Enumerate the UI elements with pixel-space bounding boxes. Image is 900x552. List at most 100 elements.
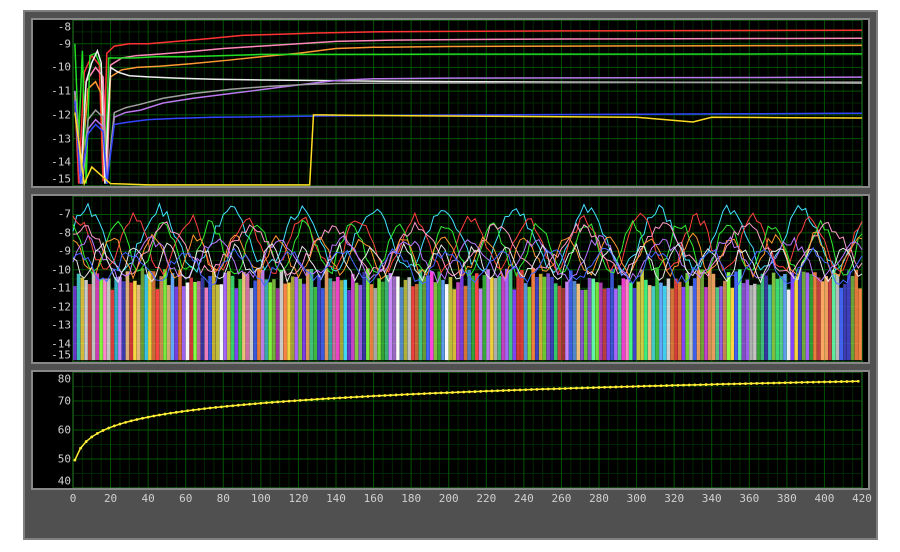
chart-top: -15-14-13-12-11-10-9-8 bbox=[31, 18, 870, 188]
series-accuracy-marker bbox=[710, 383, 713, 386]
bar bbox=[734, 271, 738, 360]
bar bbox=[129, 283, 133, 361]
series-accuracy-marker bbox=[812, 381, 815, 384]
bar bbox=[374, 288, 378, 360]
bar bbox=[667, 279, 671, 361]
bar bbox=[588, 278, 592, 360]
chart-bottom-svg bbox=[33, 372, 868, 488]
bar bbox=[212, 269, 216, 360]
series-accuracy-marker bbox=[755, 382, 758, 385]
bar bbox=[118, 277, 122, 361]
bar bbox=[483, 275, 487, 360]
bar bbox=[513, 289, 517, 360]
bar bbox=[539, 274, 543, 360]
bar bbox=[246, 274, 250, 360]
series-accuracy-marker bbox=[181, 410, 184, 413]
bar bbox=[618, 285, 622, 360]
bar bbox=[704, 287, 708, 360]
bar bbox=[809, 274, 813, 360]
x-tick-label: 20 bbox=[104, 492, 117, 505]
bar bbox=[340, 280, 344, 360]
chart-middle-svg bbox=[33, 196, 868, 362]
x-tick-label: 380 bbox=[777, 492, 797, 505]
bar bbox=[753, 284, 757, 360]
series-accuracy-marker bbox=[654, 384, 657, 387]
bar bbox=[287, 283, 291, 361]
bar bbox=[723, 281, 727, 360]
page: -15-14-13-12-11-10-9-8 -15-14-13-12-11-1… bbox=[0, 0, 900, 552]
series-accuracy-marker bbox=[440, 392, 443, 395]
series-accuracy-marker bbox=[660, 384, 663, 387]
bar bbox=[178, 270, 182, 360]
bar bbox=[359, 285, 363, 360]
bar bbox=[839, 288, 843, 360]
x-tick-label: 260 bbox=[551, 492, 571, 505]
series-accuracy-marker bbox=[846, 380, 849, 383]
series-accuracy-marker bbox=[429, 392, 432, 395]
bar bbox=[313, 287, 317, 360]
series-accuracy-marker bbox=[553, 387, 556, 390]
series-accuracy-marker bbox=[197, 408, 200, 411]
series-accuracy-marker bbox=[372, 395, 375, 398]
series-accuracy-marker bbox=[558, 387, 561, 390]
bar bbox=[731, 288, 735, 360]
bar bbox=[719, 286, 723, 360]
series-accuracy-marker bbox=[620, 385, 623, 388]
series-accuracy-marker bbox=[643, 385, 646, 388]
series-accuracy-marker bbox=[795, 381, 798, 384]
bar bbox=[370, 284, 374, 360]
x-tick-label: 200 bbox=[439, 492, 459, 505]
series-accuracy-marker bbox=[175, 411, 178, 414]
bar bbox=[396, 276, 400, 360]
series-accuracy-marker bbox=[733, 383, 736, 386]
series-accuracy-marker bbox=[113, 425, 116, 428]
bar bbox=[253, 280, 257, 360]
bar bbox=[385, 275, 389, 360]
bar bbox=[133, 281, 137, 360]
series-accuracy-marker bbox=[367, 395, 370, 398]
bar bbox=[156, 289, 160, 360]
series-accuracy-marker bbox=[333, 397, 336, 400]
bar bbox=[111, 290, 115, 361]
series-accuracy bbox=[75, 381, 858, 460]
bar bbox=[205, 288, 209, 361]
series-accuracy-marker bbox=[417, 393, 420, 396]
series-accuracy-marker bbox=[800, 381, 803, 384]
series-accuracy-marker bbox=[631, 385, 634, 388]
bar bbox=[479, 289, 483, 361]
bar bbox=[746, 280, 750, 361]
series-accuracy-marker bbox=[434, 392, 437, 395]
series-accuracy-marker bbox=[400, 393, 403, 396]
bar bbox=[167, 285, 171, 360]
bar bbox=[742, 283, 746, 360]
chart-bottom: 4050607080 bbox=[31, 370, 870, 490]
series-blue bbox=[75, 101, 862, 184]
bar bbox=[404, 280, 408, 360]
bar bbox=[411, 286, 415, 360]
bar bbox=[832, 270, 836, 360]
bar bbox=[441, 280, 445, 360]
bar bbox=[325, 268, 329, 360]
bar bbox=[389, 273, 393, 360]
bar bbox=[107, 279, 111, 361]
bar bbox=[475, 273, 479, 360]
bar bbox=[708, 269, 712, 361]
bar bbox=[659, 283, 663, 361]
series-accuracy-marker bbox=[310, 398, 313, 401]
series-accuracy-marker bbox=[682, 384, 685, 387]
bar bbox=[558, 286, 562, 360]
bar bbox=[257, 268, 261, 360]
bar bbox=[449, 277, 453, 360]
bar bbox=[648, 285, 652, 360]
series-accuracy-marker bbox=[603, 386, 606, 389]
bar bbox=[644, 280, 648, 360]
bar bbox=[400, 287, 404, 360]
bar bbox=[682, 287, 686, 360]
bar bbox=[531, 268, 535, 360]
series-accuracy-marker bbox=[615, 386, 618, 389]
bar bbox=[622, 278, 626, 360]
series-accuracy-marker bbox=[124, 421, 127, 424]
bar bbox=[528, 287, 532, 360]
series-accuracy-marker bbox=[203, 407, 206, 410]
bar bbox=[235, 288, 239, 360]
